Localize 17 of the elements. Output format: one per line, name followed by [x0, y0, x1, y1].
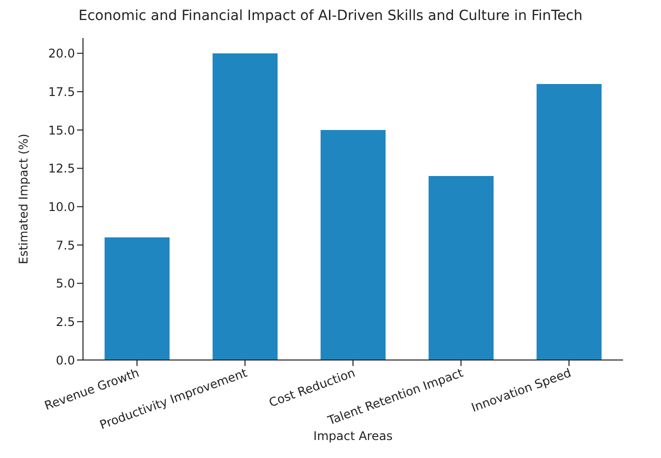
y-tick-label: 17.5: [48, 84, 75, 99]
chart-title: Economic and Financial Impact of AI-Driven Skills and Culture in FinTech: [78, 8, 584, 26]
y-tick-label: 15.0: [48, 123, 75, 138]
bar: [536, 84, 602, 360]
bar: [320, 130, 386, 360]
bar: [104, 237, 170, 360]
y-tick-label: 10.0: [48, 200, 75, 214]
y-tick-label: 2.5: [56, 314, 75, 329]
y-tick-label: 5.0: [56, 276, 75, 291]
bar: [428, 176, 494, 360]
x-axis-title: Impact Areas: [313, 429, 393, 443]
y-tick-label: 20.0: [48, 46, 75, 61]
y-tick-label: 12.5: [48, 162, 75, 176]
y-axis-title: Estimated Impact (%): [16, 134, 30, 264]
bar: [212, 53, 278, 360]
y-tick-label: 7.5: [56, 238, 75, 252]
y-tick-label: 0.0: [56, 353, 75, 368]
